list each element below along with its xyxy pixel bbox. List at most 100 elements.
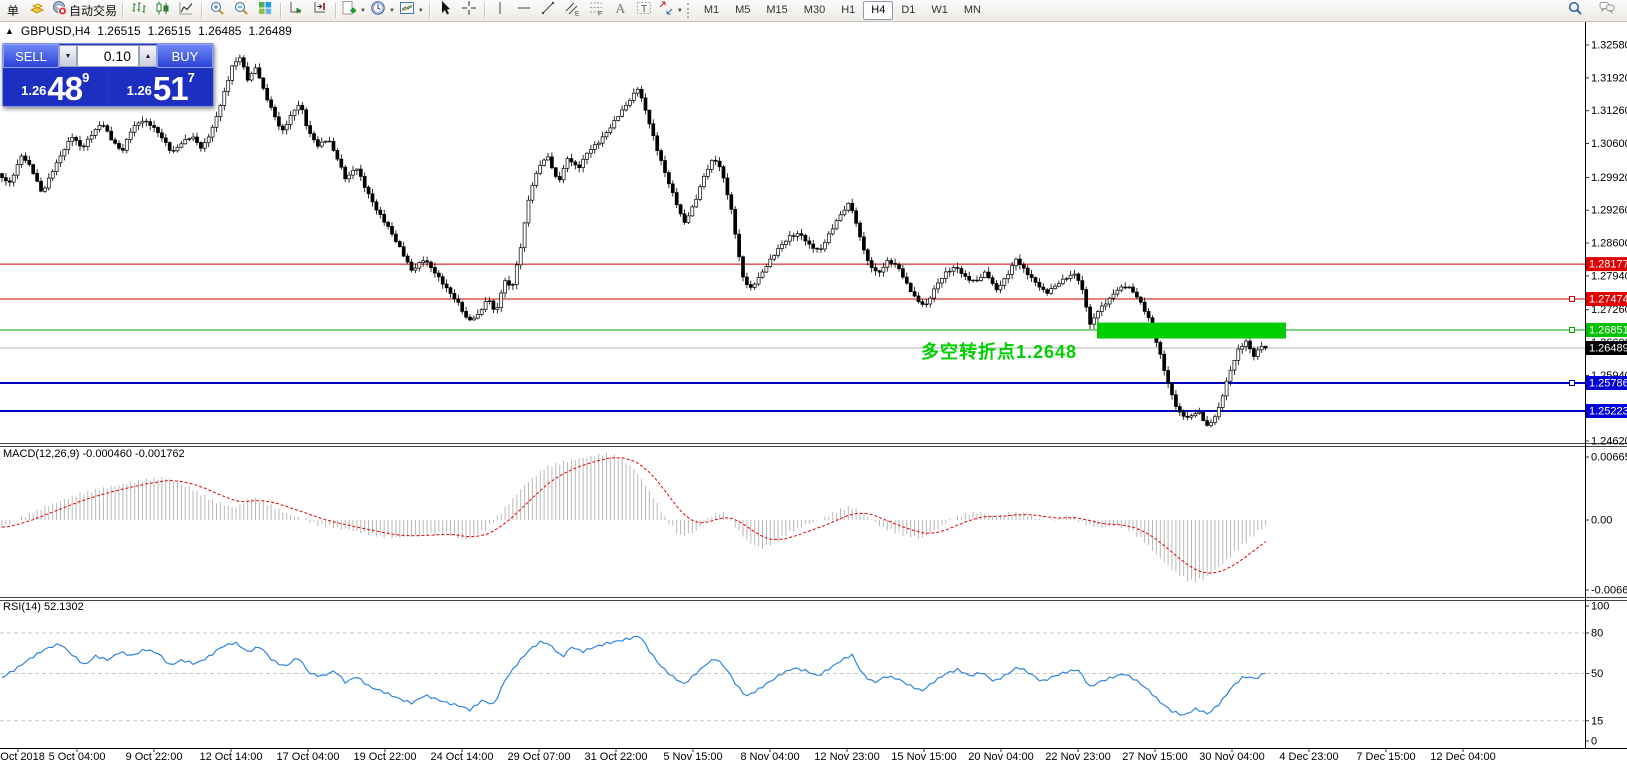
candle-body <box>550 156 554 169</box>
candle-body <box>557 176 562 181</box>
horizontal-line-button[interactable] <box>512 1 536 20</box>
volume-increase-button[interactable]: ▲ <box>139 45 157 67</box>
timeframe-w1-button[interactable]: W1 <box>931 4 948 16</box>
vertical-line-button[interactable] <box>488 1 512 20</box>
hline-handle[interactable] <box>1569 380 1575 386</box>
candlestick-chart-button[interactable] <box>150 1 174 20</box>
arrows-button[interactable]: ▼ <box>656 1 685 20</box>
chat-button[interactable] <box>1595 1 1619 20</box>
candle-body <box>1115 289 1120 295</box>
text-label-button[interactable]: T <box>632 1 656 20</box>
candle-body <box>1185 415 1190 418</box>
one-click-trade-panel: SELL ▼ 0.10 ▲ BUY 1.26 48 9 1.26 51 7 <box>2 43 214 107</box>
time-tick-label: 22 Nov 23:00 <box>1045 751 1110 763</box>
supply-zone-rect[interactable] <box>1097 322 1286 339</box>
line-chart-button[interactable] <box>174 1 198 20</box>
candle-body <box>1088 306 1092 325</box>
buy-price-display[interactable]: 1.26 51 7 <box>109 69 212 105</box>
templates-button[interactable]: ▼ <box>397 1 426 20</box>
candle-body <box>1209 422 1213 426</box>
sell-button[interactable]: SELL <box>3 44 59 68</box>
zoom-in-button[interactable] <box>205 1 229 20</box>
candle-body <box>975 279 979 282</box>
volume-input[interactable]: 0.10 <box>77 45 139 67</box>
dropdown-caret-icon[interactable]: ▼ <box>360 7 366 14</box>
sell-price-display[interactable]: 1.26 48 9 <box>4 69 107 105</box>
candle-body <box>58 155 63 164</box>
candle-body <box>440 276 445 285</box>
search-button[interactable] <box>1563 1 1587 20</box>
candle-body <box>475 314 480 319</box>
candle-body <box>152 125 156 128</box>
candle-body <box>288 115 293 125</box>
timeframe-m5-button[interactable]: M5 <box>735 4 751 16</box>
indicators-button[interactable]: ▼ <box>339 1 368 20</box>
candle-body <box>487 300 492 302</box>
candle-body <box>370 193 375 203</box>
dropdown-caret-icon[interactable]: ▼ <box>417 7 424 14</box>
candle-body <box>729 194 734 210</box>
timeframe-m30-button[interactable]: M30 <box>803 4 826 16</box>
candle-body <box>11 174 16 183</box>
timeframe-h1-button[interactable]: H1 <box>841 4 856 16</box>
candle-body <box>709 159 714 170</box>
candle-body <box>113 139 117 144</box>
candle-body <box>15 164 20 176</box>
candle-body <box>1131 286 1135 293</box>
fibonacci-button[interactable]: F <box>584 1 608 20</box>
candle-body <box>1248 340 1252 350</box>
trendline-button[interactable] <box>536 1 560 20</box>
bar-chart-button[interactable] <box>126 1 150 20</box>
crosshair-button[interactable] <box>457 1 481 20</box>
candle-body <box>160 132 164 139</box>
toolbar-separator <box>483 3 485 18</box>
timeframe-m15-button[interactable]: M15 <box>766 4 788 16</box>
hline-handle[interactable] <box>1569 296 1575 302</box>
candle-body <box>4 177 8 182</box>
candle-body <box>390 226 394 235</box>
candle-body <box>530 184 535 201</box>
auto-trading-button[interactable]: 自动交易 <box>49 1 119 20</box>
candle-body <box>916 295 921 303</box>
buy-button[interactable]: BUY <box>157 44 213 68</box>
dropdown-caret-icon[interactable]: ▼ <box>388 7 395 14</box>
chat-icon <box>1599 0 1615 21</box>
candle-body <box>799 233 804 236</box>
zoom-out-button[interactable] <box>229 1 253 20</box>
timeframe-m1-button[interactable]: M1 <box>703 4 720 16</box>
collapse-chart-icon[interactable]: ▲ <box>5 26 14 36</box>
timeframe-d1-button[interactable]: D1 <box>901 4 916 16</box>
text-button[interactable]: A <box>608 1 632 20</box>
candle-body <box>1049 288 1053 294</box>
candle-body <box>897 263 901 270</box>
periods-button[interactable]: ▼ <box>368 1 397 20</box>
channel-button[interactable]: E <box>560 1 584 20</box>
auto-scroll-button[interactable] <box>284 1 308 20</box>
candle-body <box>565 158 570 169</box>
candle-body <box>343 166 348 180</box>
candle-body <box>912 291 917 297</box>
candle-body <box>46 177 51 189</box>
candle-body <box>569 158 574 163</box>
cursor-button[interactable] <box>433 1 457 20</box>
candle-body <box>335 150 340 160</box>
dropdown-caret-icon[interactable]: ▼ <box>676 7 683 14</box>
new-order-label[interactable]: 单 <box>6 4 19 18</box>
candle-body <box>163 137 168 143</box>
gold-bars-icon[interactable] <box>25 1 49 20</box>
chart-shift-button[interactable] <box>308 1 332 20</box>
time-tick-label: 7 Dec 15:00 <box>1356 751 1415 763</box>
volume-decrease-button[interactable]: ▼ <box>59 45 77 67</box>
macd-signal-line <box>1 457 1266 574</box>
timeframe-h4-button[interactable]: H4 <box>863 1 894 20</box>
timeframe-mn-button[interactable]: MN <box>963 4 981 16</box>
candle-body <box>1103 303 1108 307</box>
candle-body <box>577 164 582 169</box>
hline-handle[interactable] <box>1569 327 1575 333</box>
tile-windows-button[interactable] <box>253 1 277 20</box>
candle-body <box>823 242 827 250</box>
candle-body <box>780 244 784 249</box>
candle-body <box>986 271 991 279</box>
candle-body <box>472 317 476 321</box>
